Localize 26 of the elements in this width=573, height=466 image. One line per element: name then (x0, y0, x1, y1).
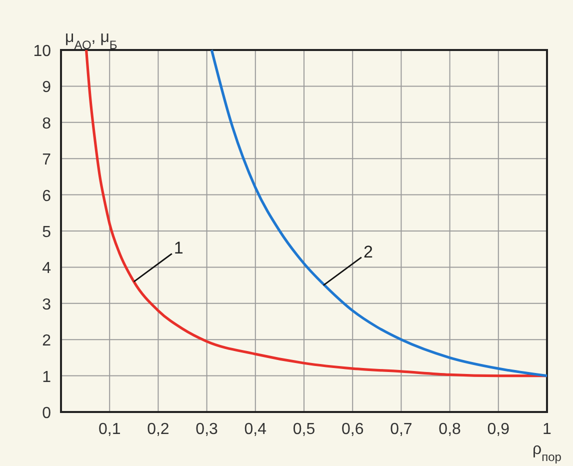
y-tick-label: 0 (42, 405, 52, 422)
annotation: 2 (363, 242, 373, 262)
x-tick-label: 0,3 (196, 421, 218, 438)
x-tick-label: 0,7 (390, 421, 412, 438)
annotation: 1 (174, 238, 184, 258)
y-tick-label: 5 (42, 224, 52, 241)
y-tick-label: 1 (42, 368, 52, 386)
y-tick-label: 3 (42, 296, 52, 314)
y-tick-label: 10 (33, 43, 52, 60)
y-tick-label: 8 (42, 115, 52, 132)
y-tick-label: 4 (42, 260, 52, 278)
y-axis-title: μ$_{АО}$, μ$_{Б}$ (65, 29, 118, 52)
x-tick-label: 1 (542, 421, 552, 438)
x-tick-label: 0,6 (341, 421, 364, 438)
x-tick-label: 0,9 (487, 421, 510, 438)
x-tick-label: 0,5 (292, 421, 316, 438)
line-series (210, 48, 548, 378)
y-tick-label: 9 (42, 79, 52, 96)
x-tick-label: 0,8 (438, 421, 462, 438)
x-tick-label: 0,1 (98, 421, 121, 438)
y-tick-label: 2 (42, 332, 52, 350)
x-axis-title: ρ$_{пор}$ (532, 441, 562, 464)
x-tick-label: 0,4 (244, 421, 267, 438)
x-tick-label: 0,2 (147, 421, 170, 438)
y-tick-label: 6 (42, 188, 52, 205)
y-tick-label: 7 (42, 152, 52, 169)
